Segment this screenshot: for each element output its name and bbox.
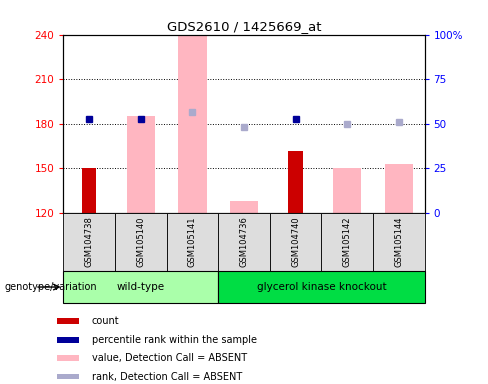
Bar xyxy=(58,355,79,361)
Text: GSM105141: GSM105141 xyxy=(188,217,197,267)
Bar xyxy=(322,213,373,271)
Bar xyxy=(218,271,425,303)
Bar xyxy=(63,213,115,271)
Bar xyxy=(166,213,218,271)
Bar xyxy=(385,164,413,213)
Bar xyxy=(288,151,303,213)
Text: rank, Detection Call = ABSENT: rank, Detection Call = ABSENT xyxy=(92,371,242,382)
Bar xyxy=(58,337,79,343)
Bar xyxy=(230,201,258,213)
Text: count: count xyxy=(92,316,120,326)
Text: genotype/variation: genotype/variation xyxy=(5,282,98,292)
Text: wild-type: wild-type xyxy=(117,282,165,292)
Bar xyxy=(270,213,322,271)
Bar xyxy=(373,213,425,271)
Bar xyxy=(127,116,155,213)
Text: GSM104738: GSM104738 xyxy=(85,217,94,267)
Bar xyxy=(63,271,218,303)
Bar xyxy=(178,35,206,213)
Bar xyxy=(58,374,79,379)
Text: GSM105140: GSM105140 xyxy=(136,217,145,267)
Text: GSM104736: GSM104736 xyxy=(240,217,248,267)
Text: GSM105144: GSM105144 xyxy=(394,217,403,267)
Bar xyxy=(82,169,97,213)
Text: glycerol kinase knockout: glycerol kinase knockout xyxy=(257,282,386,292)
Bar xyxy=(218,213,270,271)
Text: GSM104740: GSM104740 xyxy=(291,217,300,267)
Bar xyxy=(115,213,166,271)
Bar xyxy=(58,318,79,324)
Bar xyxy=(333,169,362,213)
Title: GDS2610 / 1425669_at: GDS2610 / 1425669_at xyxy=(167,20,321,33)
Text: percentile rank within the sample: percentile rank within the sample xyxy=(92,334,257,345)
Text: GSM105142: GSM105142 xyxy=(343,217,352,267)
Text: value, Detection Call = ABSENT: value, Detection Call = ABSENT xyxy=(92,353,247,363)
